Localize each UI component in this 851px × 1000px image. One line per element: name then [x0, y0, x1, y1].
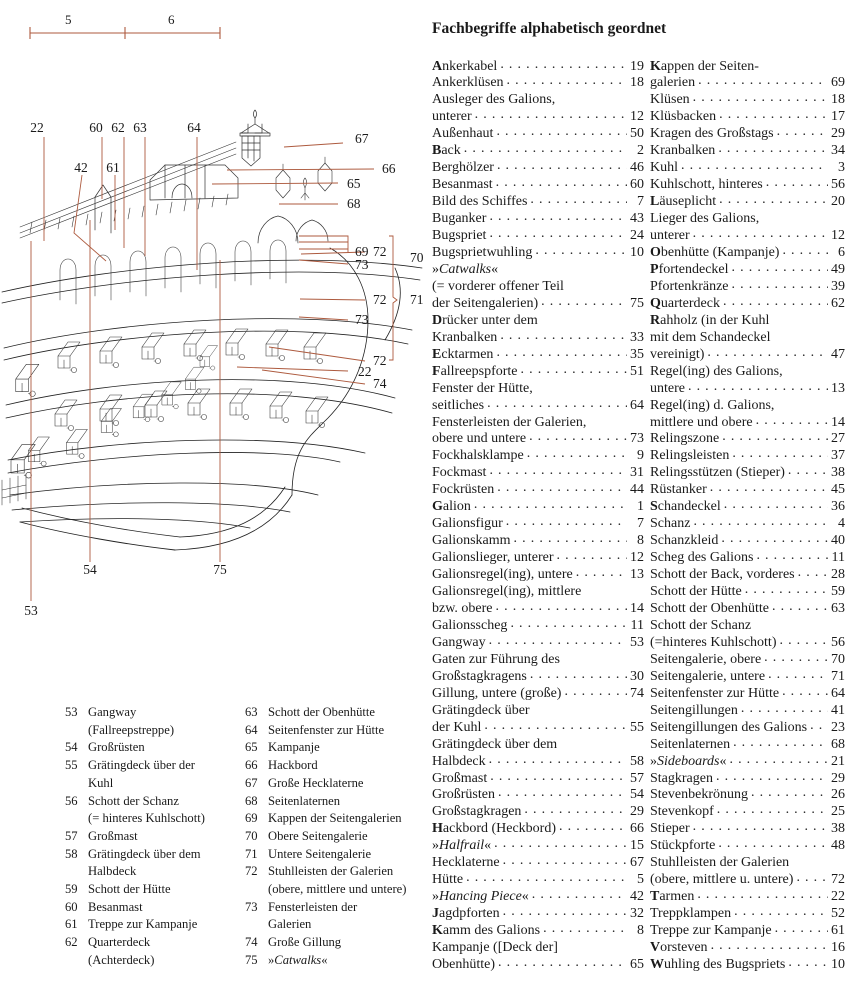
svg-text:53: 53 — [24, 603, 38, 618]
svg-text:5: 5 — [65, 12, 72, 27]
svg-text:67: 67 — [355, 131, 369, 146]
svg-text:72: 72 — [373, 353, 387, 368]
svg-text:68: 68 — [347, 196, 361, 211]
svg-text:66: 66 — [382, 161, 396, 176]
svg-text:73: 73 — [355, 312, 369, 327]
svg-text:22: 22 — [30, 120, 44, 135]
svg-text:63: 63 — [133, 120, 147, 135]
svg-text:65: 65 — [347, 176, 361, 191]
svg-text:64: 64 — [187, 120, 201, 135]
svg-text:60: 60 — [89, 120, 103, 135]
svg-text:72: 72 — [373, 292, 387, 307]
svg-text:54: 54 — [83, 562, 97, 577]
svg-text:71: 71 — [410, 292, 424, 307]
svg-text:62: 62 — [111, 120, 125, 135]
svg-text:6: 6 — [168, 12, 175, 27]
svg-text:75: 75 — [213, 562, 227, 577]
svg-text:61: 61 — [106, 160, 120, 175]
svg-text:72: 72 — [373, 244, 387, 259]
svg-text:22: 22 — [358, 364, 372, 379]
svg-text:70: 70 — [410, 250, 424, 265]
svg-text:74: 74 — [373, 376, 387, 391]
svg-text:73: 73 — [355, 257, 369, 272]
svg-text:42: 42 — [74, 160, 88, 175]
